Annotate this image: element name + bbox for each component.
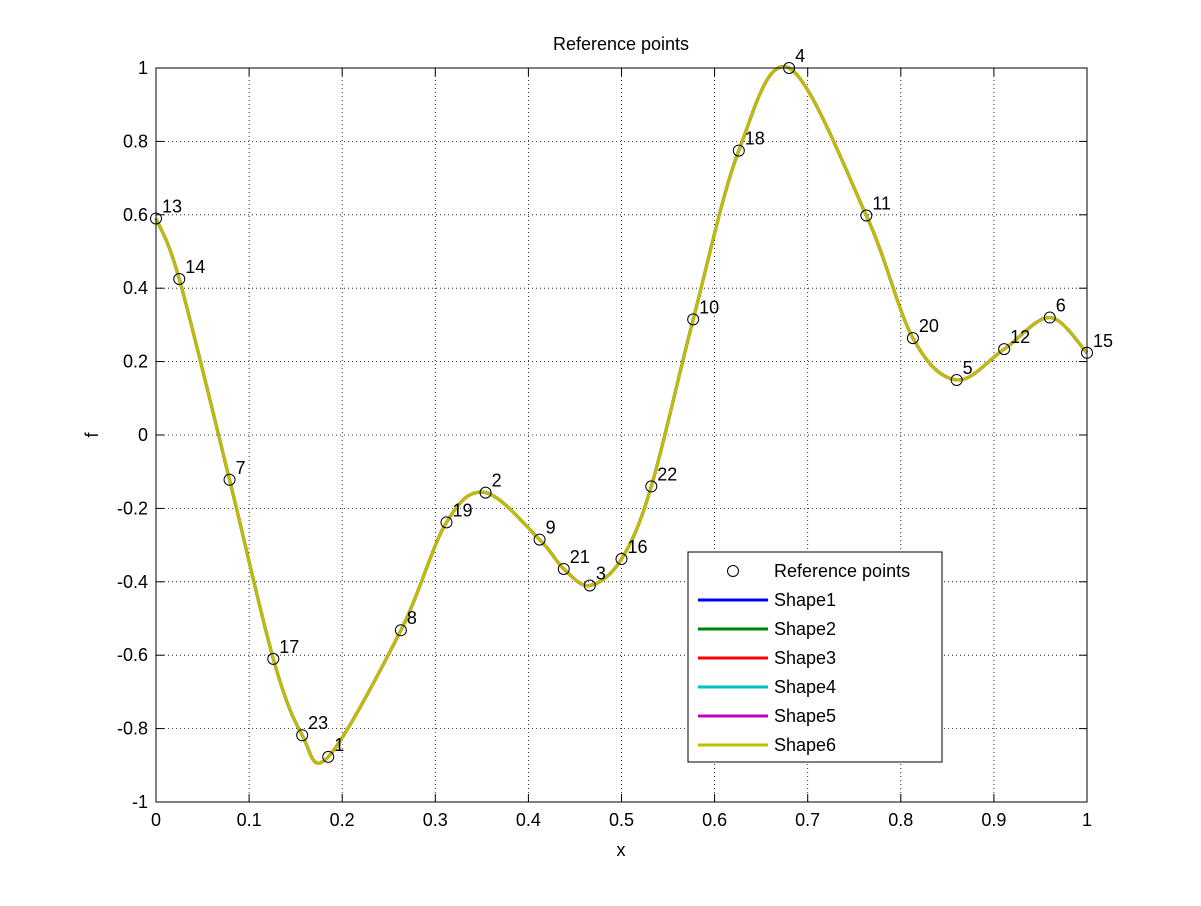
reference-point-marker xyxy=(533,533,546,546)
legend-label-reference: Reference points xyxy=(774,561,910,581)
legend-label-shape1: Shape1 xyxy=(774,590,836,610)
reference-point-marker xyxy=(267,652,280,665)
reference-point-label: 17 xyxy=(279,637,299,657)
legend-marker-reference xyxy=(727,565,739,577)
ticks: 0 0.1 0.2 0.3 0.4 0.5 0.6 0.7 0.8 0.9 1 -1 -0.8 -0.6 -… xyxy=(117,58,1092,830)
reference-point-marker xyxy=(1043,311,1056,324)
x-tick-label: 1 xyxy=(1082,810,1092,830)
reference-point-label: 10 xyxy=(699,297,719,317)
curves xyxy=(154,65,1089,765)
legend-label-shape3: Shape3 xyxy=(774,648,836,668)
reference-point-label: 6 xyxy=(1056,296,1066,316)
y-tick-label: -0.2 xyxy=(117,498,148,518)
reference-point-label: 7 xyxy=(236,458,246,478)
series-line-shape6 xyxy=(154,65,1089,765)
reference-point-label: 9 xyxy=(546,518,556,538)
reference-point-marker xyxy=(645,480,658,493)
x-tick-label: 0.6 xyxy=(702,810,727,830)
reference-point-label: 14 xyxy=(185,257,205,277)
y-tick-label: 1 xyxy=(138,58,148,78)
reference-point-marker xyxy=(296,729,309,742)
x-axis-label: x xyxy=(617,840,626,860)
plot-area xyxy=(156,68,1087,802)
reference-point-label: 2 xyxy=(492,471,502,491)
reference-point-marker xyxy=(583,579,596,592)
reference-point-label: 11 xyxy=(872,194,891,214)
y-tick-label: 0.2 xyxy=(123,352,148,372)
legend-label-shape4: Shape4 xyxy=(774,677,836,697)
y-tick-label: 0.6 xyxy=(123,205,148,225)
y-tick-label: 0.8 xyxy=(123,131,148,151)
reference-point-label: 15 xyxy=(1093,331,1113,351)
reference-point-marker xyxy=(687,313,700,326)
x-tick-label: 0.8 xyxy=(888,810,913,830)
legend: Reference points Shape1 Shape2 Shape3 Shape4… xyxy=(687,551,943,763)
reference-point-label: 1 xyxy=(334,735,344,755)
x-tick-label: 0.5 xyxy=(609,810,634,830)
y-axis-label: f xyxy=(82,432,102,438)
reference-point-label: 18 xyxy=(745,129,765,149)
reference-point-label: 5 xyxy=(963,358,973,378)
chart-title: Reference points xyxy=(553,34,689,54)
x-tick-label: 0 xyxy=(151,810,161,830)
reference-point-marker xyxy=(440,516,453,529)
reference-point-marker xyxy=(394,624,407,637)
reference-point-marker xyxy=(557,562,570,575)
reference-point-marker xyxy=(906,332,919,345)
y-tick-label: 0 xyxy=(138,425,148,445)
reference-point-marker xyxy=(322,750,335,763)
reference-point-label: 21 xyxy=(570,547,590,567)
reference-point-marker xyxy=(615,553,628,566)
reference-point-label: 16 xyxy=(628,537,648,557)
reference-point-label: 13 xyxy=(162,196,182,216)
y-tick-label: -1 xyxy=(132,792,148,812)
reference-point-marker xyxy=(860,209,873,222)
x-tick-label: 0.1 xyxy=(237,810,262,830)
legend-label-shape5: Shape5 xyxy=(774,706,836,726)
y-tick-label: -0.4 xyxy=(117,572,148,592)
reference-point-label: 8 xyxy=(407,608,417,628)
reference-point-label: 23 xyxy=(308,713,328,733)
legend-label-shape6: Shape6 xyxy=(774,735,836,755)
reference-point-marker xyxy=(223,473,236,486)
x-tick-label: 0.3 xyxy=(423,810,448,830)
x-tick-label: 0.7 xyxy=(795,810,820,830)
reference-point-label: 12 xyxy=(1010,327,1030,347)
x-tick-label: 0.2 xyxy=(330,810,355,830)
reference-point-marker xyxy=(173,273,186,286)
y-tick-label: -0.6 xyxy=(117,645,148,665)
reference-point-marker xyxy=(479,486,492,499)
x-tick-label: 0.4 xyxy=(516,810,541,830)
reference-point-marker xyxy=(950,373,963,386)
x-tick-label: 0.9 xyxy=(981,810,1006,830)
reference-point-label: 20 xyxy=(919,316,939,336)
reference-point-label: 19 xyxy=(452,500,472,520)
reference-point-label: 22 xyxy=(657,464,677,484)
y-tick-label: -0.8 xyxy=(117,719,148,739)
reference-point-label: 4 xyxy=(795,46,805,66)
legend-label-shape2: Shape2 xyxy=(774,619,836,639)
reference-point-label: 3 xyxy=(596,563,606,583)
y-tick-label: 0.4 xyxy=(123,278,148,298)
reference-point-marker xyxy=(732,144,745,157)
reference-point-marker xyxy=(998,343,1011,356)
